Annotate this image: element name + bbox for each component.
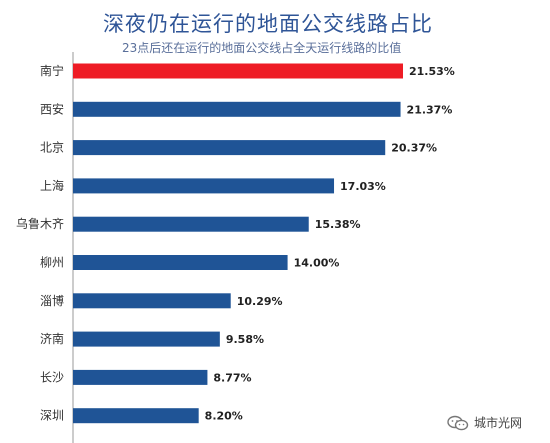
value-label-5: 15.38% bbox=[315, 218, 361, 231]
bar-8 bbox=[73, 331, 220, 347]
bar-9 bbox=[73, 369, 208, 385]
category-label-7: 淄博 bbox=[40, 293, 64, 308]
bar-4 bbox=[73, 178, 335, 194]
bar-6 bbox=[73, 255, 288, 270]
value-label-4: 17.03% bbox=[340, 180, 386, 193]
bar-7 bbox=[73, 293, 231, 309]
chart-subtitle: 23点后还在运行的地面公交线占全天运行线路的比值 bbox=[122, 41, 402, 55]
bar-2 bbox=[73, 101, 401, 117]
category-label-3: 北京 bbox=[40, 141, 64, 155]
value-label-6: 14.00% bbox=[294, 257, 340, 270]
category-label-10: 深圳 bbox=[40, 409, 64, 423]
category-label-2: 西安 bbox=[40, 101, 64, 116]
bar-1 bbox=[73, 63, 403, 79]
bar-3 bbox=[73, 140, 386, 156]
chart-title: 深夜仍在运行的地面公交线路占比 bbox=[103, 12, 433, 36]
category-label-6: 柳州 bbox=[40, 256, 64, 270]
bar-10 bbox=[73, 408, 199, 424]
category-label-1: 南宁 bbox=[40, 63, 64, 78]
watermark: 城市光网 bbox=[447, 414, 522, 431]
watermark-text: 城市光网 bbox=[474, 416, 523, 430]
plot-area: 南宁 21.53% 西安 21.37% 北京 20.37% 上海 17.03% 乌鲁木齐 15.3… bbox=[16, 52, 455, 443]
wechat-icon bbox=[447, 415, 469, 430]
value-label-7: 10.29% bbox=[237, 295, 283, 308]
category-label-5: 乌鲁木齐 bbox=[16, 216, 64, 231]
bar-5 bbox=[73, 216, 309, 232]
value-label-10: 8.20% bbox=[205, 410, 243, 423]
value-label-8: 9.58% bbox=[226, 333, 264, 346]
value-label-2: 21.37% bbox=[407, 103, 453, 116]
value-label-3: 20.37% bbox=[391, 142, 437, 155]
category-label-4: 上海 bbox=[40, 178, 64, 193]
category-label-9: 长沙 bbox=[40, 370, 64, 384]
value-label-9: 8.77% bbox=[213, 371, 251, 384]
value-label-1: 21.53% bbox=[409, 65, 455, 78]
category-label-8: 济南 bbox=[40, 331, 64, 346]
